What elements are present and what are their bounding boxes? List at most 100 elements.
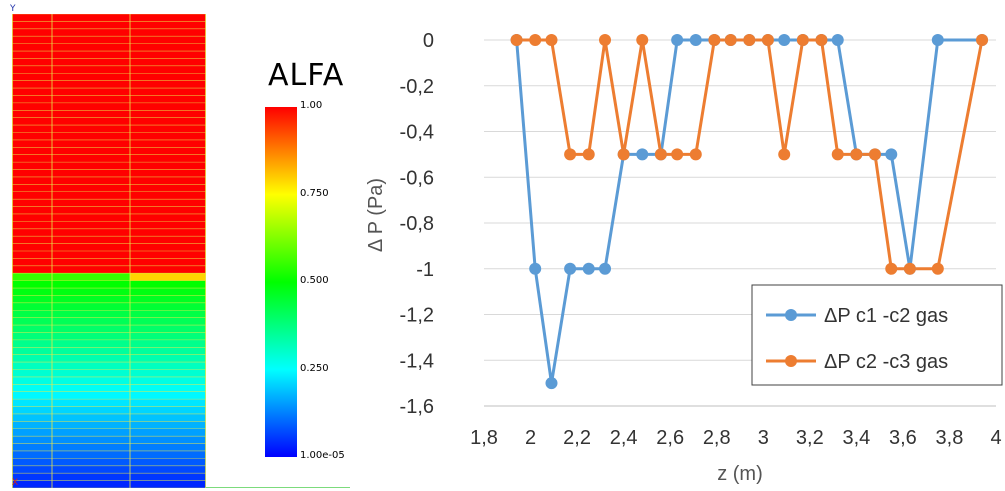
series-2-point <box>903 262 916 275</box>
mesh-cell-row <box>12 251 206 259</box>
interface-cell <box>12 273 130 281</box>
mesh-cell-row <box>12 339 206 348</box>
pressure-difference-chart: 0 -0,2 -0,4 -0,6 -0,8 -1 -1,2 -1,4 -1,6 1,8 2 2,2 2,… <box>365 30 1003 485</box>
x-tick-label: 3,6 <box>889 427 917 449</box>
mesh-cell-row <box>12 325 206 333</box>
colorbar-tick-label: 1.00 <box>300 100 323 111</box>
mesh-cell-row <box>12 369 206 378</box>
series-2-point <box>831 148 844 161</box>
mesh-cell-row <box>12 221 206 230</box>
colorbar-tick-label: 0.250 <box>300 362 329 374</box>
mesh-cell-row <box>12 58 206 67</box>
series-1-point <box>778 34 791 46</box>
x-tick-label: 2,4 <box>610 427 638 449</box>
series-2-point <box>564 148 577 161</box>
mesh-cell-row <box>12 436 206 444</box>
series-1-point <box>671 34 684 46</box>
series-2-point <box>724 34 737 46</box>
mesh-cell-row <box>12 147 206 156</box>
series-1-point <box>689 34 702 46</box>
mesh-cell-row <box>12 213 206 222</box>
mesh-cell-row <box>12 473 206 481</box>
y-tick-label: -0,2 <box>400 76 434 98</box>
mesh-cell-row <box>12 243 206 252</box>
mesh-cell-row <box>12 347 206 355</box>
colorbar-tick-label: 0.750 <box>300 187 329 199</box>
mesh-cell-row <box>12 51 206 59</box>
series-2-point <box>743 34 756 46</box>
y-axis-title: Δ P (Pa) <box>365 178 387 252</box>
x-tick-label: 1,8 <box>470 427 498 449</box>
mesh-cell-row <box>12 176 206 185</box>
mesh-cell-row <box>12 206 206 215</box>
series-2-point <box>636 34 649 46</box>
y-tick-label: -0,6 <box>400 167 434 189</box>
series-2-point <box>510 34 523 46</box>
mesh-cell-row <box>12 391 206 400</box>
series-2-point <box>582 148 595 161</box>
x-tick-label: 2,2 <box>563 427 591 449</box>
mesh-cell-row <box>12 258 206 267</box>
mesh-cell-row <box>12 191 206 200</box>
x-tick-label: 2 <box>525 427 536 449</box>
mesh-cell-row <box>12 199 206 207</box>
mesh-cell-row <box>12 102 206 111</box>
mesh-cell-row <box>12 362 206 370</box>
y-axis-marker: Y <box>10 4 16 14</box>
series-2-point <box>599 34 612 46</box>
mesh-cell-row <box>12 428 206 437</box>
series-1-point <box>831 34 844 46</box>
series-2-point <box>850 148 863 161</box>
series-1-point <box>545 377 558 390</box>
mesh-cell-row <box>12 95 206 104</box>
mesh-cell-row <box>12 458 206 467</box>
series-2-point <box>689 148 702 161</box>
mesh-cell-row <box>12 65 206 74</box>
mesh-cell-row <box>12 88 206 96</box>
mesh-cell-row <box>12 36 206 44</box>
y-tick-label: -1,2 <box>400 305 434 327</box>
series-1-point <box>582 262 595 275</box>
series-1-point <box>636 148 649 161</box>
mesh-cell-row <box>12 310 206 318</box>
x-tick-label: 2,8 <box>703 427 731 449</box>
mesh-cell-row <box>12 332 206 341</box>
series-2-point <box>976 34 989 46</box>
colorbar <box>264 106 298 458</box>
mesh-cell-row <box>12 80 206 89</box>
mesh-cell-row <box>12 21 206 30</box>
mesh-cell-row <box>12 73 206 81</box>
series-2-point <box>654 148 667 161</box>
y-tick-label: -0,4 <box>400 122 434 144</box>
legend-entry-label: ΔP c1 -c2 gas <box>824 305 948 327</box>
x-axis-title: z (m) <box>717 463 763 485</box>
legend-box <box>751 284 1003 386</box>
mesh-cell-row <box>12 450 206 459</box>
x-tick-label: 3,8 <box>936 427 964 449</box>
mesh-cell-row <box>12 302 206 311</box>
series-1-point <box>564 262 577 275</box>
series-1-point <box>931 34 944 46</box>
mesh-cell-row <box>12 14 206 22</box>
mesh-cell-row <box>12 288 206 296</box>
series-2-point <box>796 34 809 46</box>
series-2-point <box>708 34 721 46</box>
mesh-cell-row <box>12 139 206 148</box>
colorbar-title: ALFA <box>268 58 345 93</box>
mesh-cell-row <box>12 162 206 170</box>
series-2-point <box>778 148 791 161</box>
series-2-point <box>529 34 542 46</box>
series-2-point <box>815 34 828 46</box>
y-tick-label: -1,4 <box>400 350 434 372</box>
simulation-panel: Y X ALFA 1.00 0.750 0.500 0.250 1.00e-05 <box>0 0 360 491</box>
x-tick-label: 3 <box>758 427 769 449</box>
y-tick-label: 0 <box>423 30 434 52</box>
mesh-cell-row <box>12 421 206 430</box>
colorbar-tick-label: 0.500 <box>300 275 329 286</box>
mesh-cell-row <box>12 413 206 422</box>
mesh-cell-row <box>12 280 206 289</box>
mesh-cell-row <box>12 406 206 415</box>
mesh-cell-row <box>12 443 206 452</box>
legend-swatch-marker <box>785 309 797 321</box>
